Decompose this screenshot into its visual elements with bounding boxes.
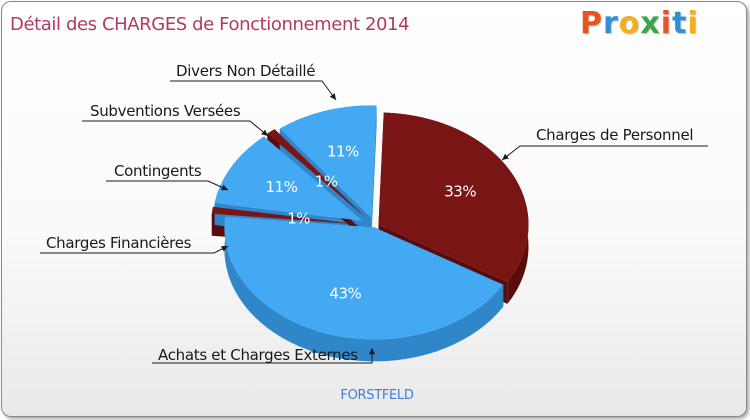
slice-category-label: Divers Non Détaillé [176, 62, 315, 80]
leader-line [170, 80, 337, 101]
logo-letter: P [580, 6, 603, 41]
leader-arrowhead [502, 153, 509, 160]
logo-letter: o [618, 6, 641, 41]
pie-slice [267, 129, 367, 218]
pie-slice [279, 105, 377, 218]
commune-name: FORSTFELD [340, 388, 414, 403]
slice-category-label: Charges de Personnel [536, 126, 693, 144]
slice-percent-label: 11% [327, 142, 359, 160]
pie-slice [378, 112, 529, 282]
pie-slice-cut [371, 105, 377, 240]
leader-line [501, 145, 708, 161]
leader-arrowhead [221, 246, 228, 252]
proxiti-logo: Proxiti [580, 6, 699, 41]
pie-percent-labels: 33% 43% 1% 11% 1% 11% [265, 142, 476, 302]
pie-category-labels: Charges de Personnel Achats et Charges Ex… [46, 62, 694, 364]
pie-slice [224, 216, 504, 340]
slice-percent-label: 1% [287, 210, 310, 228]
pie-leader-lines [40, 80, 708, 364]
slice-percent-label: 11% [265, 178, 297, 196]
leader-line [82, 120, 269, 137]
slice-category-label: Charges Financières [46, 234, 192, 252]
leader-arrowhead [368, 348, 376, 355]
logo-letter: i [660, 6, 673, 41]
slice-category-label: Achats et Charges Externes [158, 346, 358, 364]
logo-letter: r [603, 6, 619, 41]
slice-category-label: Subventions Versées [90, 102, 241, 120]
slice-percent-label: 33% [444, 182, 476, 200]
pie-slice [211, 206, 362, 225]
slice-category-label: Contingents [114, 162, 202, 180]
leader-line [106, 180, 229, 191]
slice-percent-label: 43% [329, 284, 361, 302]
leader-arrowhead [261, 129, 268, 136]
logo-letter: i [687, 6, 699, 41]
pie-tops [211, 105, 529, 340]
logo-letter: x [640, 6, 661, 41]
pie-slice [214, 136, 363, 221]
logo-letter: t [672, 6, 688, 41]
chart-title: Détail des CHARGES de Fonctionnement 201… [10, 14, 410, 35]
leader-arrowhead [221, 184, 228, 191]
slice-percent-label: 1% [315, 173, 338, 191]
leader-arrowhead [329, 93, 336, 100]
pie-slice-side [224, 216, 504, 362]
